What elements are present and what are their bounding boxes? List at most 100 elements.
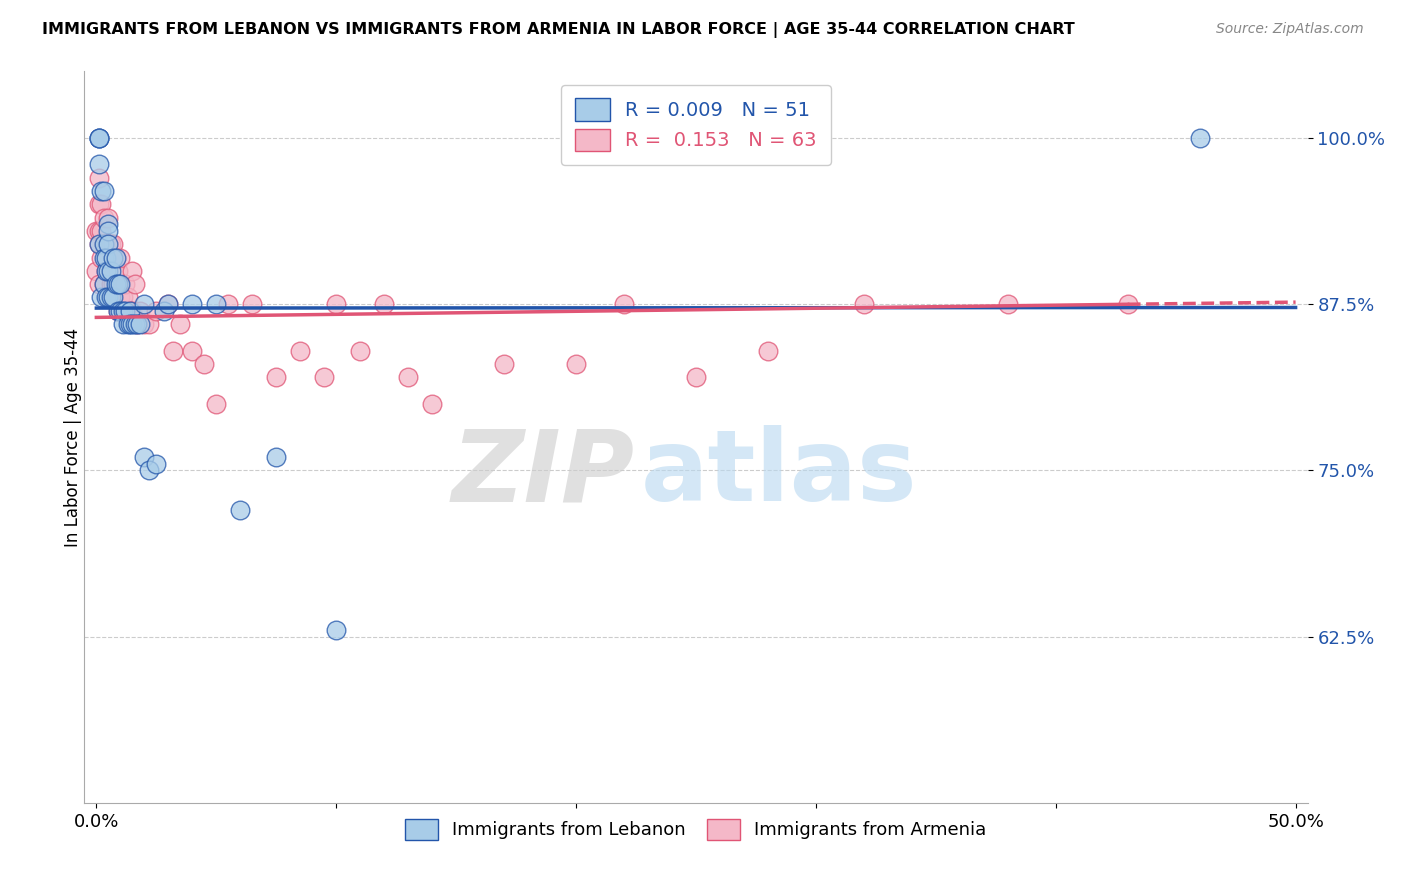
Text: ZIP: ZIP [451,425,636,522]
Point [145,457,167,471]
Point [134,450,156,464]
Point [118,317,141,331]
Point [128,303,150,318]
Point [87,197,110,211]
Point [87,131,110,145]
Point [373,297,395,311]
Point [87,224,110,238]
Point [157,297,180,311]
Point [87,237,110,252]
Point [107,277,129,292]
Point [87,237,110,252]
Point [107,264,129,278]
Point [229,503,252,517]
Point [205,397,228,411]
Point [118,303,141,318]
Point [93,251,115,265]
Point [127,317,149,331]
Point [138,317,160,331]
Point [181,297,204,311]
Point [97,290,120,304]
Point [756,343,779,358]
Point [100,264,122,278]
Point [90,290,112,304]
Point [87,157,110,171]
Point [997,297,1019,311]
Point [114,277,136,292]
Point [127,317,149,331]
Text: Source: ZipAtlas.com: Source: ZipAtlas.com [1216,22,1364,37]
Point [93,184,115,198]
Point [90,224,112,238]
Point [104,277,127,292]
Legend: Immigrants from Lebanon, Immigrants from Armenia: Immigrants from Lebanon, Immigrants from… [396,810,995,848]
Point [138,463,160,477]
Point [90,251,112,265]
Point [100,277,122,292]
Point [87,170,110,185]
Text: atlas: atlas [641,425,918,522]
Point [114,303,136,318]
Point [162,343,184,358]
Point [97,237,120,252]
Point [128,317,150,331]
Point [104,251,127,265]
Point [264,370,287,384]
Point [124,277,146,292]
Point [104,251,127,265]
Point [325,297,347,311]
Point [111,317,134,331]
Point [97,224,120,238]
Point [121,317,143,331]
Point [420,397,443,411]
Point [193,357,215,371]
Point [565,357,588,371]
Point [86,264,108,278]
Point [100,290,122,304]
Point [121,264,143,278]
Point [107,303,129,318]
Point [87,277,110,292]
Point [93,237,115,252]
Point [1188,131,1211,145]
Point [110,277,132,292]
Point [107,303,129,318]
Point [90,184,112,198]
Point [87,131,110,145]
Point [290,343,312,358]
Point [685,370,707,384]
Point [205,297,228,311]
Point [87,131,110,145]
Point [134,317,156,331]
Point [145,303,167,318]
Point [494,357,516,371]
Point [93,277,115,292]
Point [157,297,180,311]
Point [134,297,156,311]
Point [94,290,117,304]
Point [97,211,120,225]
Point [124,317,146,331]
Point [101,277,124,292]
Point [110,290,132,304]
Point [90,197,112,211]
Point [325,623,347,637]
Text: IMMIGRANTS FROM LEBANON VS IMMIGRANTS FROM ARMENIA IN LABOR FORCE | AGE 35-44 CO: IMMIGRANTS FROM LEBANON VS IMMIGRANTS FR… [42,22,1076,38]
Point [94,264,117,278]
Point [181,343,204,358]
Point [93,237,115,252]
Point [94,251,117,265]
Y-axis label: In Labor Force | Age 35-44: In Labor Force | Age 35-44 [65,327,82,547]
Point [152,303,174,318]
Point [314,370,336,384]
Point [100,237,122,252]
Point [111,290,134,304]
Point [93,211,115,225]
Point [169,317,191,331]
Point [118,303,141,318]
Point [240,297,263,311]
Point [97,237,120,252]
Point [217,297,239,311]
Point [852,297,875,311]
Point [101,290,124,304]
